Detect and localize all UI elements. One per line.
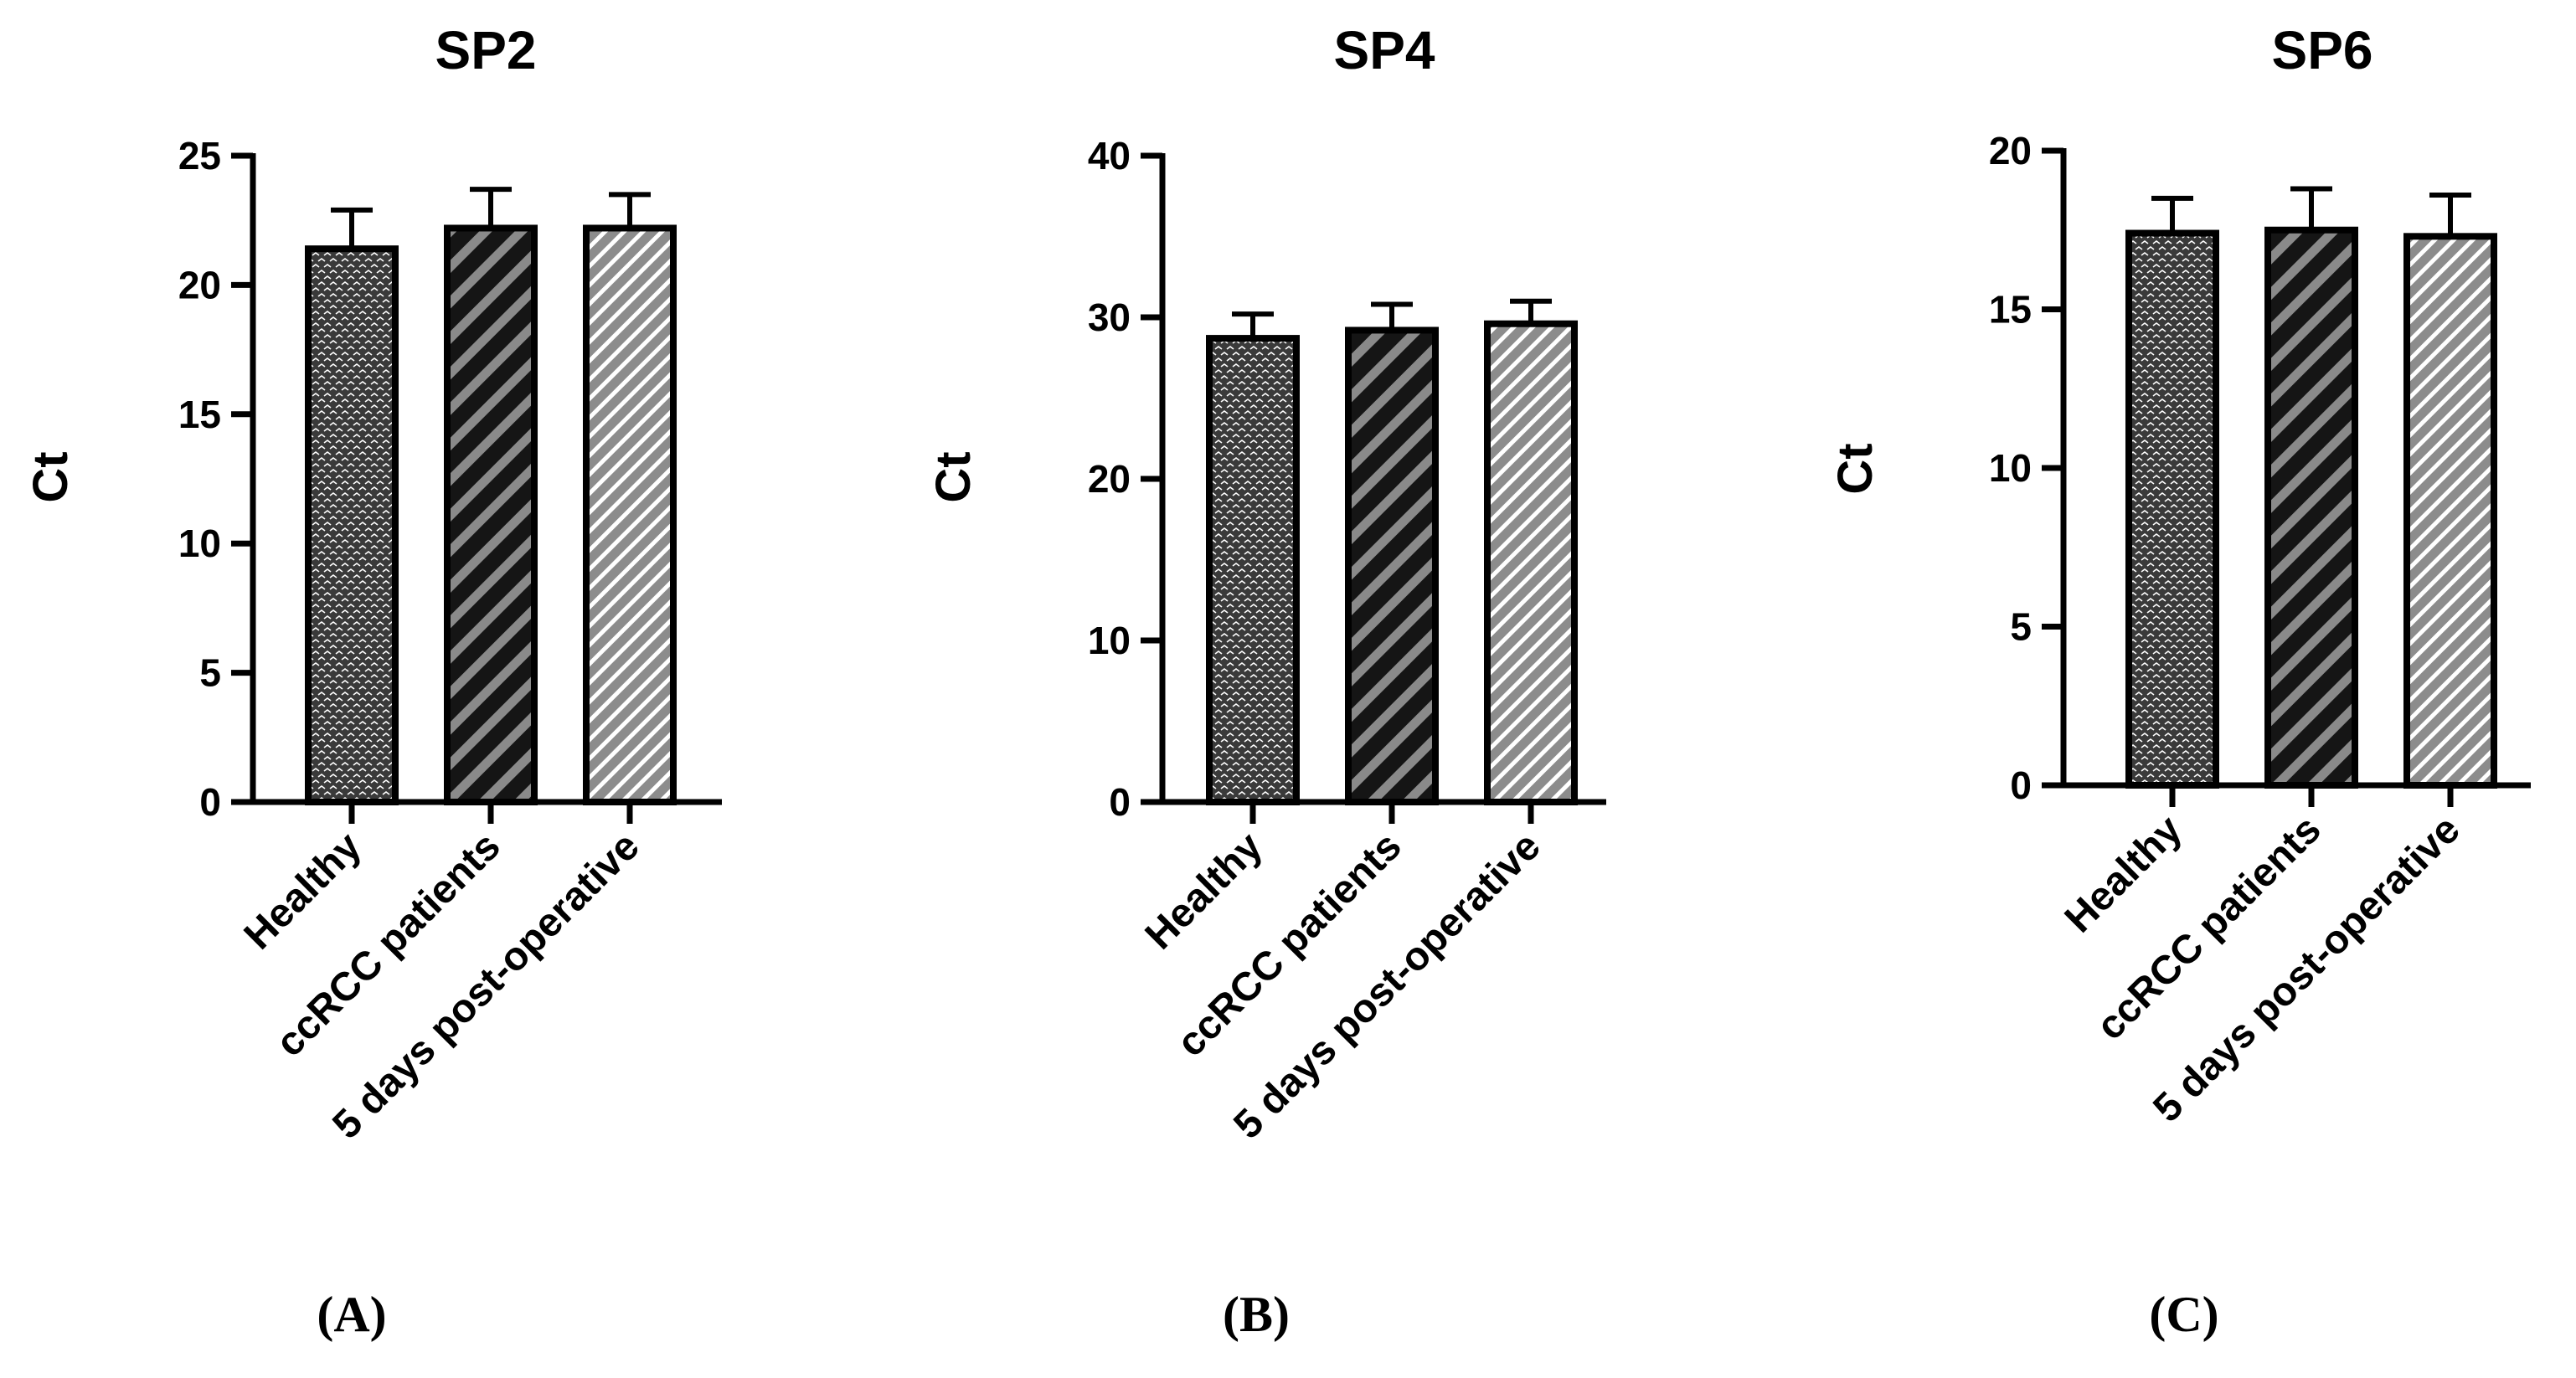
chart-title: SP6 — [2272, 20, 2373, 80]
chart-title: SP2 — [435, 20, 537, 80]
y-tick-label: 30 — [1088, 296, 1131, 339]
y-axis-label: Ct — [23, 451, 78, 502]
bar-2 — [444, 224, 538, 805]
y-tick-label: 0 — [2010, 764, 2032, 807]
y-tick-label: 20 — [1989, 129, 2032, 172]
bar-3 — [1484, 320, 1578, 806]
y-tick-label: 10 — [178, 522, 221, 565]
y-tick-label: 0 — [1109, 780, 1131, 824]
y-tick-label: 25 — [178, 134, 221, 177]
x-category-label: Healthy — [1137, 824, 1271, 958]
bar-2 — [2264, 226, 2358, 789]
x-category-label: Healthy — [2057, 807, 2191, 941]
panel-label: (B) — [1223, 1287, 1290, 1342]
y-tick-label: 5 — [2010, 605, 2032, 649]
y-tick-label: 20 — [1088, 457, 1131, 501]
bar-1 — [1206, 335, 1300, 805]
y-tick-label: 5 — [199, 651, 221, 695]
bar-3 — [2403, 233, 2497, 789]
y-tick-label: 10 — [1088, 619, 1131, 662]
bar-2 — [1345, 327, 1439, 805]
y-tick-label: 15 — [1989, 288, 2032, 332]
y-tick-label: 40 — [1088, 134, 1131, 177]
bar-3 — [583, 224, 677, 805]
panel-label: (A) — [317, 1287, 386, 1342]
panel-label: (C) — [2149, 1287, 2218, 1342]
y-tick-label: 10 — [1989, 446, 2032, 490]
y-axis-label: Ct — [1828, 443, 1883, 494]
y-axis-label: Ct — [926, 451, 981, 502]
bar-1 — [2125, 229, 2219, 789]
chart-title: SP4 — [1334, 20, 1435, 80]
y-tick-label: 0 — [199, 780, 221, 824]
x-category-label: Healthy — [236, 824, 370, 958]
y-tick-label: 15 — [178, 393, 221, 436]
bar-1 — [305, 245, 399, 805]
y-tick-label: 20 — [178, 263, 221, 306]
